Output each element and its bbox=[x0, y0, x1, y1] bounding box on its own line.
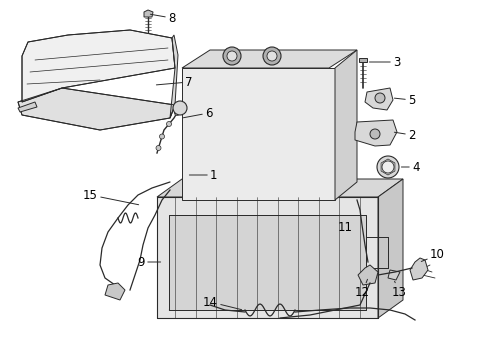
Circle shape bbox=[223, 47, 241, 65]
Polygon shape bbox=[409, 258, 427, 280]
Polygon shape bbox=[182, 50, 356, 68]
Text: 4: 4 bbox=[401, 161, 419, 174]
Circle shape bbox=[173, 101, 186, 115]
Polygon shape bbox=[169, 215, 365, 310]
Circle shape bbox=[369, 129, 379, 139]
Text: 5: 5 bbox=[394, 94, 414, 107]
Polygon shape bbox=[22, 30, 175, 102]
Polygon shape bbox=[364, 88, 392, 110]
Polygon shape bbox=[157, 179, 402, 197]
Text: 3: 3 bbox=[368, 55, 400, 68]
Text: 14: 14 bbox=[203, 296, 241, 310]
Polygon shape bbox=[334, 50, 356, 200]
Circle shape bbox=[156, 145, 161, 150]
Polygon shape bbox=[105, 283, 125, 300]
Polygon shape bbox=[357, 265, 377, 285]
Circle shape bbox=[226, 51, 237, 61]
Polygon shape bbox=[377, 179, 402, 318]
Circle shape bbox=[381, 161, 393, 173]
Polygon shape bbox=[354, 120, 396, 146]
Polygon shape bbox=[18, 88, 175, 130]
Polygon shape bbox=[143, 10, 153, 17]
Text: 15: 15 bbox=[83, 189, 139, 205]
Circle shape bbox=[266, 51, 276, 61]
Text: 1: 1 bbox=[189, 168, 217, 181]
Circle shape bbox=[263, 47, 281, 65]
Text: 13: 13 bbox=[391, 281, 406, 298]
Circle shape bbox=[374, 93, 384, 103]
Circle shape bbox=[174, 111, 179, 116]
Text: 11: 11 bbox=[337, 220, 352, 234]
Polygon shape bbox=[182, 68, 334, 200]
Circle shape bbox=[376, 156, 398, 178]
Polygon shape bbox=[387, 270, 399, 280]
Text: 12: 12 bbox=[354, 279, 369, 298]
Polygon shape bbox=[170, 35, 178, 118]
Text: 2: 2 bbox=[393, 129, 415, 141]
Text: 9: 9 bbox=[137, 256, 160, 269]
Text: 7: 7 bbox=[156, 76, 192, 89]
Polygon shape bbox=[157, 197, 377, 318]
Polygon shape bbox=[18, 102, 37, 112]
Circle shape bbox=[166, 122, 171, 126]
Circle shape bbox=[159, 134, 164, 139]
Text: 10: 10 bbox=[421, 248, 444, 261]
Text: 6: 6 bbox=[183, 107, 212, 120]
Text: 8: 8 bbox=[150, 12, 175, 24]
Polygon shape bbox=[358, 58, 366, 62]
